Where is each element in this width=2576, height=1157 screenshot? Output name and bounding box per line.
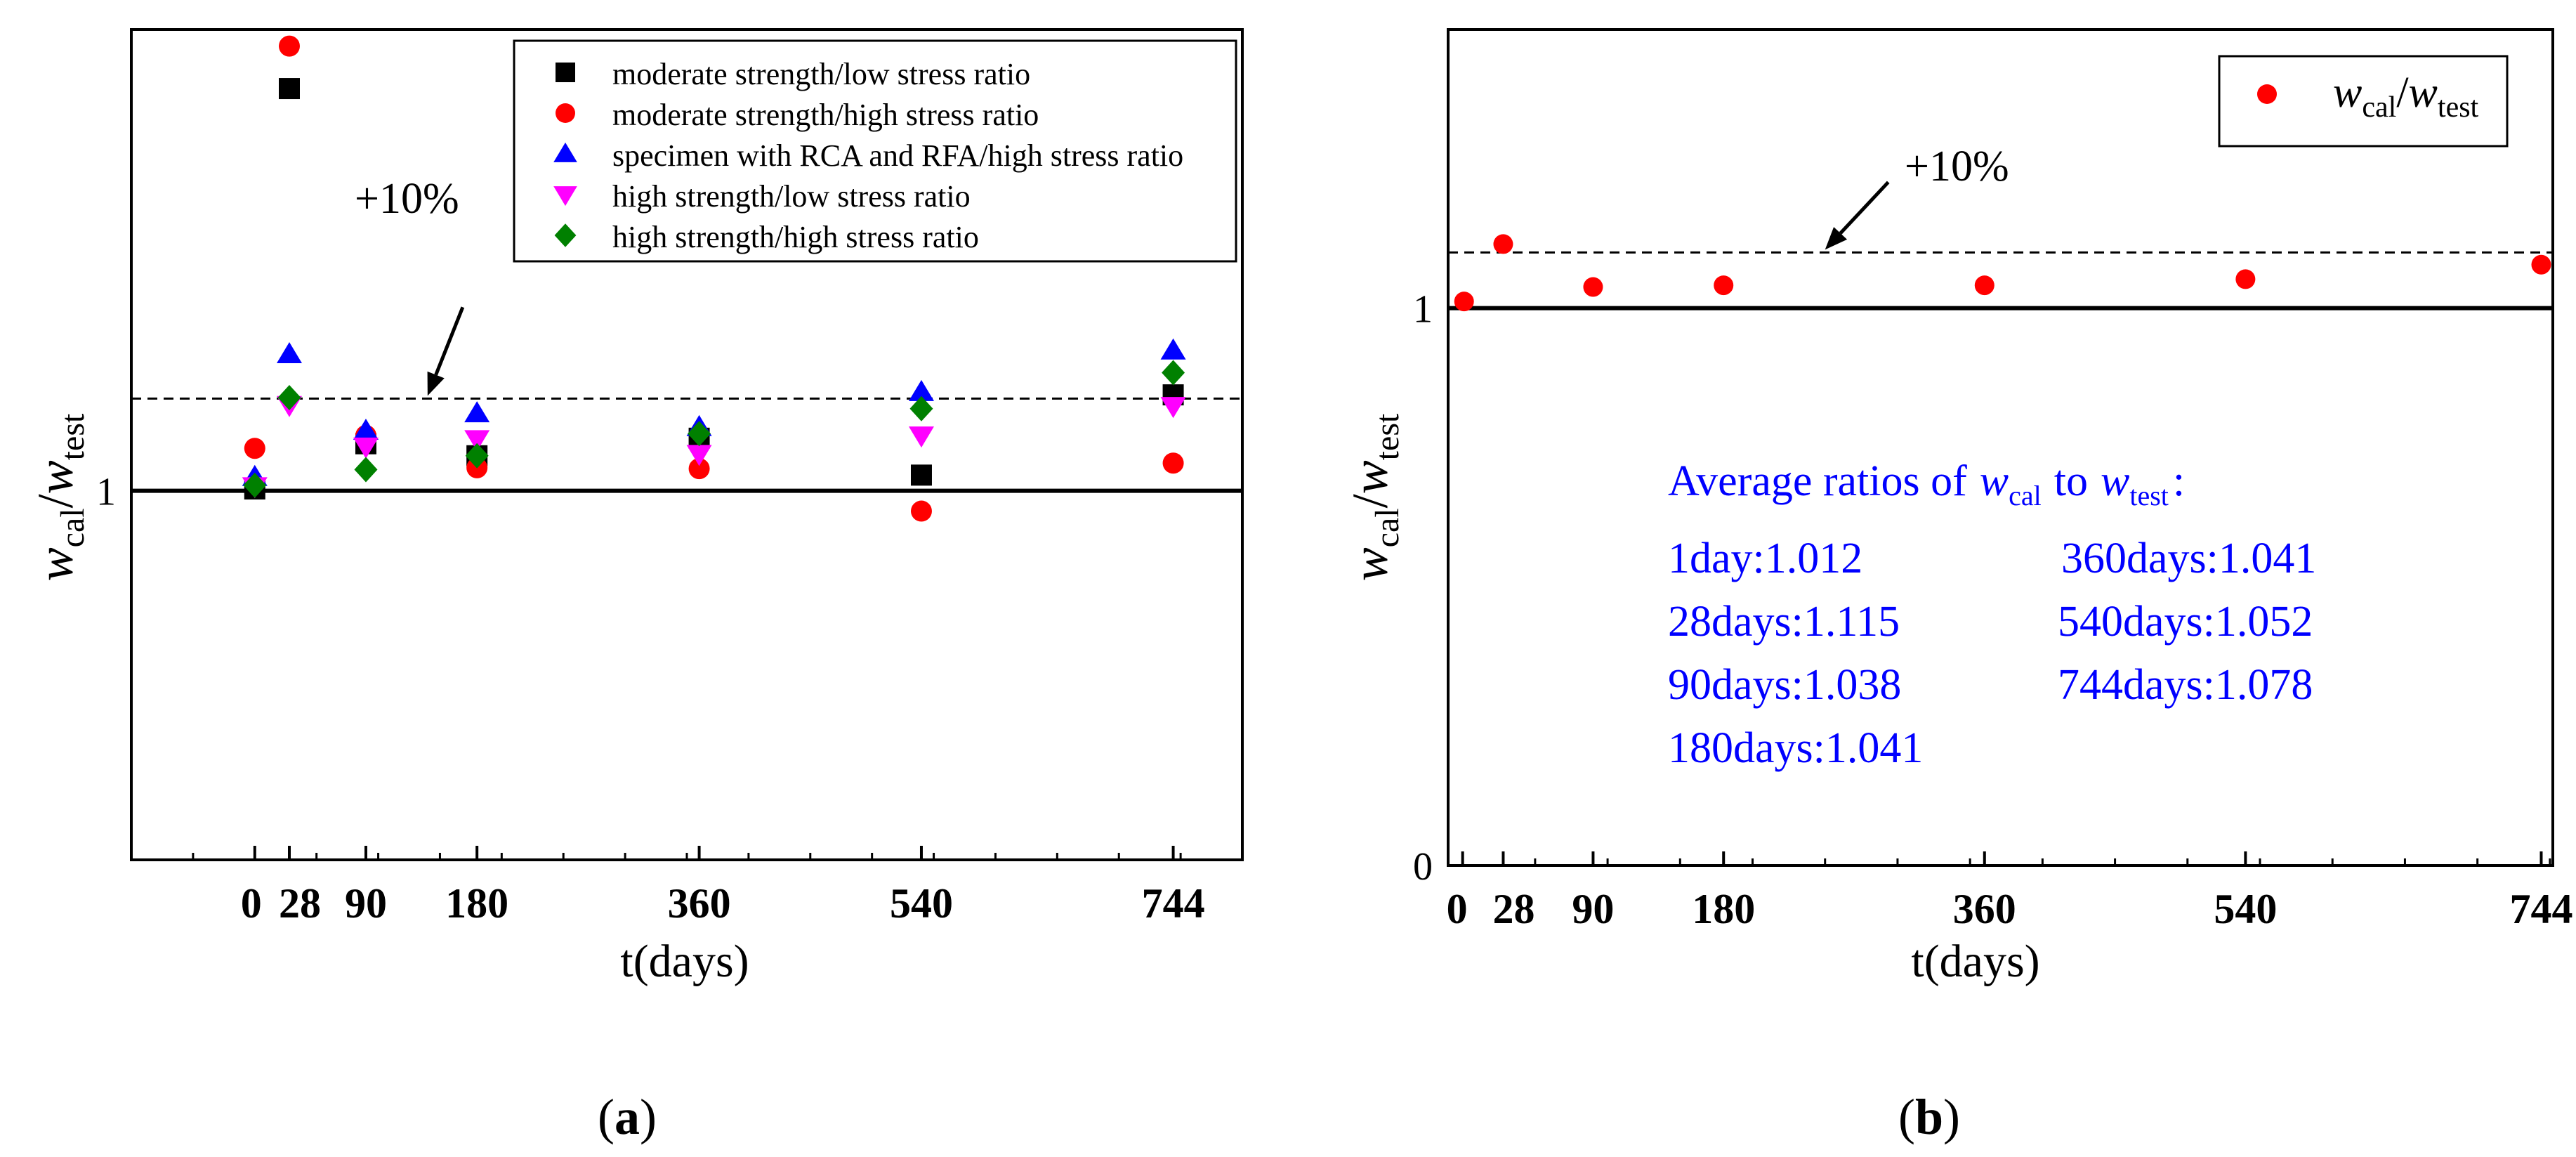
data-point-s4-0: [243, 472, 267, 498]
data-point-s4-540: [909, 396, 933, 421]
data-point-s3-90: [353, 437, 379, 459]
y-tick-label: 1: [1413, 288, 1433, 332]
data-point-s4-360: [688, 421, 711, 447]
panel-a-ticks: 0 28 90 180 360 540 744 1: [96, 471, 1244, 927]
average-ratio-540days: 540days:1.052: [2058, 598, 2313, 646]
legend-marker-0: [556, 63, 575, 82]
y-tick-label: 0: [1413, 845, 1433, 889]
data-point-s3-744: [1160, 397, 1186, 419]
data-point-s0-90: [1583, 277, 1603, 297]
data-point-s1-28: [278, 35, 300, 57]
panel-b-annotation: +10%: [1825, 143, 2009, 250]
average-ratios-title: Average ratios of wcal to wtest:: [1668, 457, 2185, 511]
panel-b-chart: 0 28 90 180 360 540 744 0 1 wcal/wtest +10% Aver…: [1342, 28, 2572, 1145]
x-tick-label: 540: [2214, 886, 2277, 932]
legend-marker-3: [553, 186, 577, 207]
x-tick-label: 0: [1447, 886, 1468, 932]
panel-a-legend-box: [513, 39, 1237, 263]
data-point-s0-28: [278, 78, 300, 100]
legend-label-4: high strength/high stress ratio: [612, 220, 979, 254]
data-point-s3-180: [464, 430, 490, 452]
panel-b-legend: wcal/wtest: [2218, 55, 2509, 148]
x-tick-label: 360: [668, 880, 731, 927]
legend-label-3: high strength/low stress ratio: [612, 179, 971, 214]
panel-b-annotation-text: +10%: [1905, 143, 2009, 190]
data-point-s0-540: [2235, 269, 2256, 289]
panel-b-data-points: [1454, 234, 2551, 312]
x-tick-label: 540: [890, 880, 953, 927]
data-point-s2-540: [908, 379, 934, 401]
panel-b-average-ratios: Average ratios of wcal to wtest: 1day:1.012…: [1668, 457, 2316, 772]
average-ratio-744days: 744days:1.078: [2058, 661, 2313, 709]
data-point-s1-360: [688, 458, 710, 480]
data-point-s2-744: [1160, 338, 1186, 360]
panel-b-reference-lines: [1448, 251, 2553, 311]
data-point-s1-744: [1162, 452, 1184, 474]
average-ratio-90days: 90days:1.038: [1668, 661, 1901, 709]
data-point-s0-180: [1714, 275, 1734, 296]
x-tick-label: 180: [445, 880, 508, 927]
data-point-s1-540: [910, 500, 932, 522]
x-tick-label: 744: [2509, 886, 2572, 932]
panel-a-legend: moderate strength/low stress ratio modera…: [513, 39, 1237, 263]
x-tick-label: 180: [1692, 886, 1755, 932]
data-point-s2-90: [353, 419, 379, 440]
average-ratio-180days: 180days:1.041: [1668, 724, 1923, 772]
x-tick-label: 28: [279, 880, 321, 927]
panel-b-annotation-arrow: [1825, 181, 1890, 250]
panel-a-x-axis-label: t(days): [620, 936, 749, 987]
panel-a-annotation-text: +10%: [355, 175, 459, 223]
data-point-s3-540: [908, 426, 934, 448]
data-point-s4-180: [465, 443, 489, 469]
panel-b-ticks: 0 28 90 180 360 540 744 0 1: [1413, 288, 2572, 932]
panel-b-label: (b): [1898, 1089, 1960, 1145]
panel-b-legend-marker: [2257, 84, 2277, 104]
data-point-s0-28: [1493, 234, 1513, 254]
data-point-s3-360: [686, 445, 712, 466]
panel-a-label: (a): [598, 1089, 657, 1145]
average-ratio-28days: 28days:1.115: [1668, 598, 1900, 646]
legend-label-1: moderate strength/high stress ratio: [612, 98, 1039, 132]
legend-label-0: moderate strength/low stress ratio: [612, 57, 1030, 91]
data-point-s0-744: [2531, 254, 2551, 275]
x-tick-label: 0: [241, 880, 262, 927]
data-point-s4-28: [277, 385, 301, 411]
x-tick-label: 90: [345, 880, 387, 927]
x-tick-label: 744: [1142, 880, 1205, 927]
x-tick-label: 360: [1953, 886, 2016, 932]
legend-marker-2: [553, 142, 577, 162]
legend-marker-1: [556, 103, 575, 123]
panel-b-legend-label: wcal/wtest: [2333, 69, 2479, 124]
data-point-s0-540: [910, 464, 932, 486]
data-point-s0-1: [1454, 292, 1474, 312]
legend-label-2: specimen with RCA and RFA/high stress ra…: [612, 138, 1183, 173]
data-point-s1-0: [244, 438, 265, 459]
x-tick-label: 28: [1492, 886, 1535, 932]
average-ratio-360days: 360days:1.041: [2061, 535, 2316, 582]
panel-b-plot-frame: [1447, 28, 2554, 867]
data-point-s0-360: [1974, 275, 1995, 296]
data-point-s4-744: [1162, 360, 1185, 386]
panel-a-chart: 0 28 90 180 360 540 744 1 moderate strength/low…: [27, 28, 1244, 1145]
x-tick-label: 90: [1572, 886, 1614, 932]
panel-a-annotation-arrow: [427, 306, 465, 396]
panel-a-y-axis-label: wcal/wtest: [27, 413, 91, 581]
legend-marker-4: [554, 223, 577, 247]
average-ratio-1day: 1day:1.012: [1668, 535, 1862, 582]
panel-a-data-points: [242, 35, 1186, 522]
panel-a-annotation: +10%: [355, 175, 465, 396]
data-point-s2-28: [276, 342, 302, 364]
panel-b-x-axis-label: t(days): [1911, 936, 2039, 987]
y-tick-label: 1: [96, 471, 116, 514]
panel-b-y-axis-label: wcal/wtest: [1342, 413, 1406, 581]
panel-a-reference-lines: [131, 397, 1242, 493]
data-point-s4-90: [354, 457, 378, 483]
data-point-s2-180: [464, 401, 490, 423]
